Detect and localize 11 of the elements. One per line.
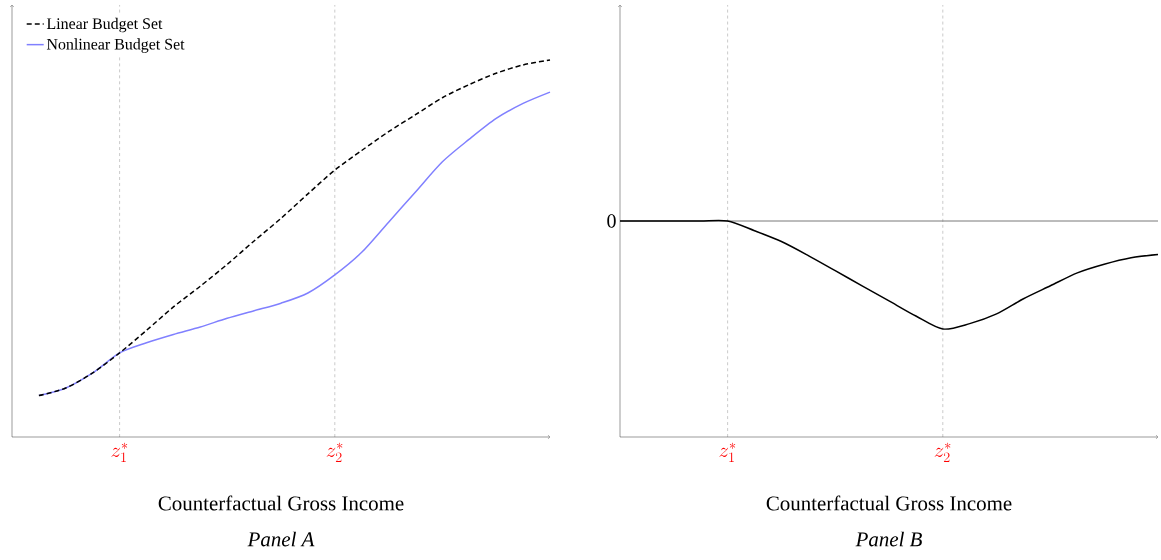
ref-line-label: 0	[607, 214, 616, 228]
x-tick-label: $z_2^*$	[934, 442, 951, 462]
x-axis-title: Counterfactual Gross Income	[766, 495, 1012, 511]
text: Panel A	[247, 531, 315, 547]
x-axis-title: Counterfactual Gross Income	[158, 495, 404, 511]
legend-label: Nonlinear Budget Set	[46, 38, 185, 53]
text: Panel B	[855, 531, 922, 547]
legend-label: Linear Budget Set	[46, 17, 163, 33]
x-tick-label: $z_2^*$	[326, 442, 343, 462]
x-tick-label: $z_1^*$	[719, 442, 736, 462]
x-tick-label: $z_1^*$	[111, 442, 128, 462]
